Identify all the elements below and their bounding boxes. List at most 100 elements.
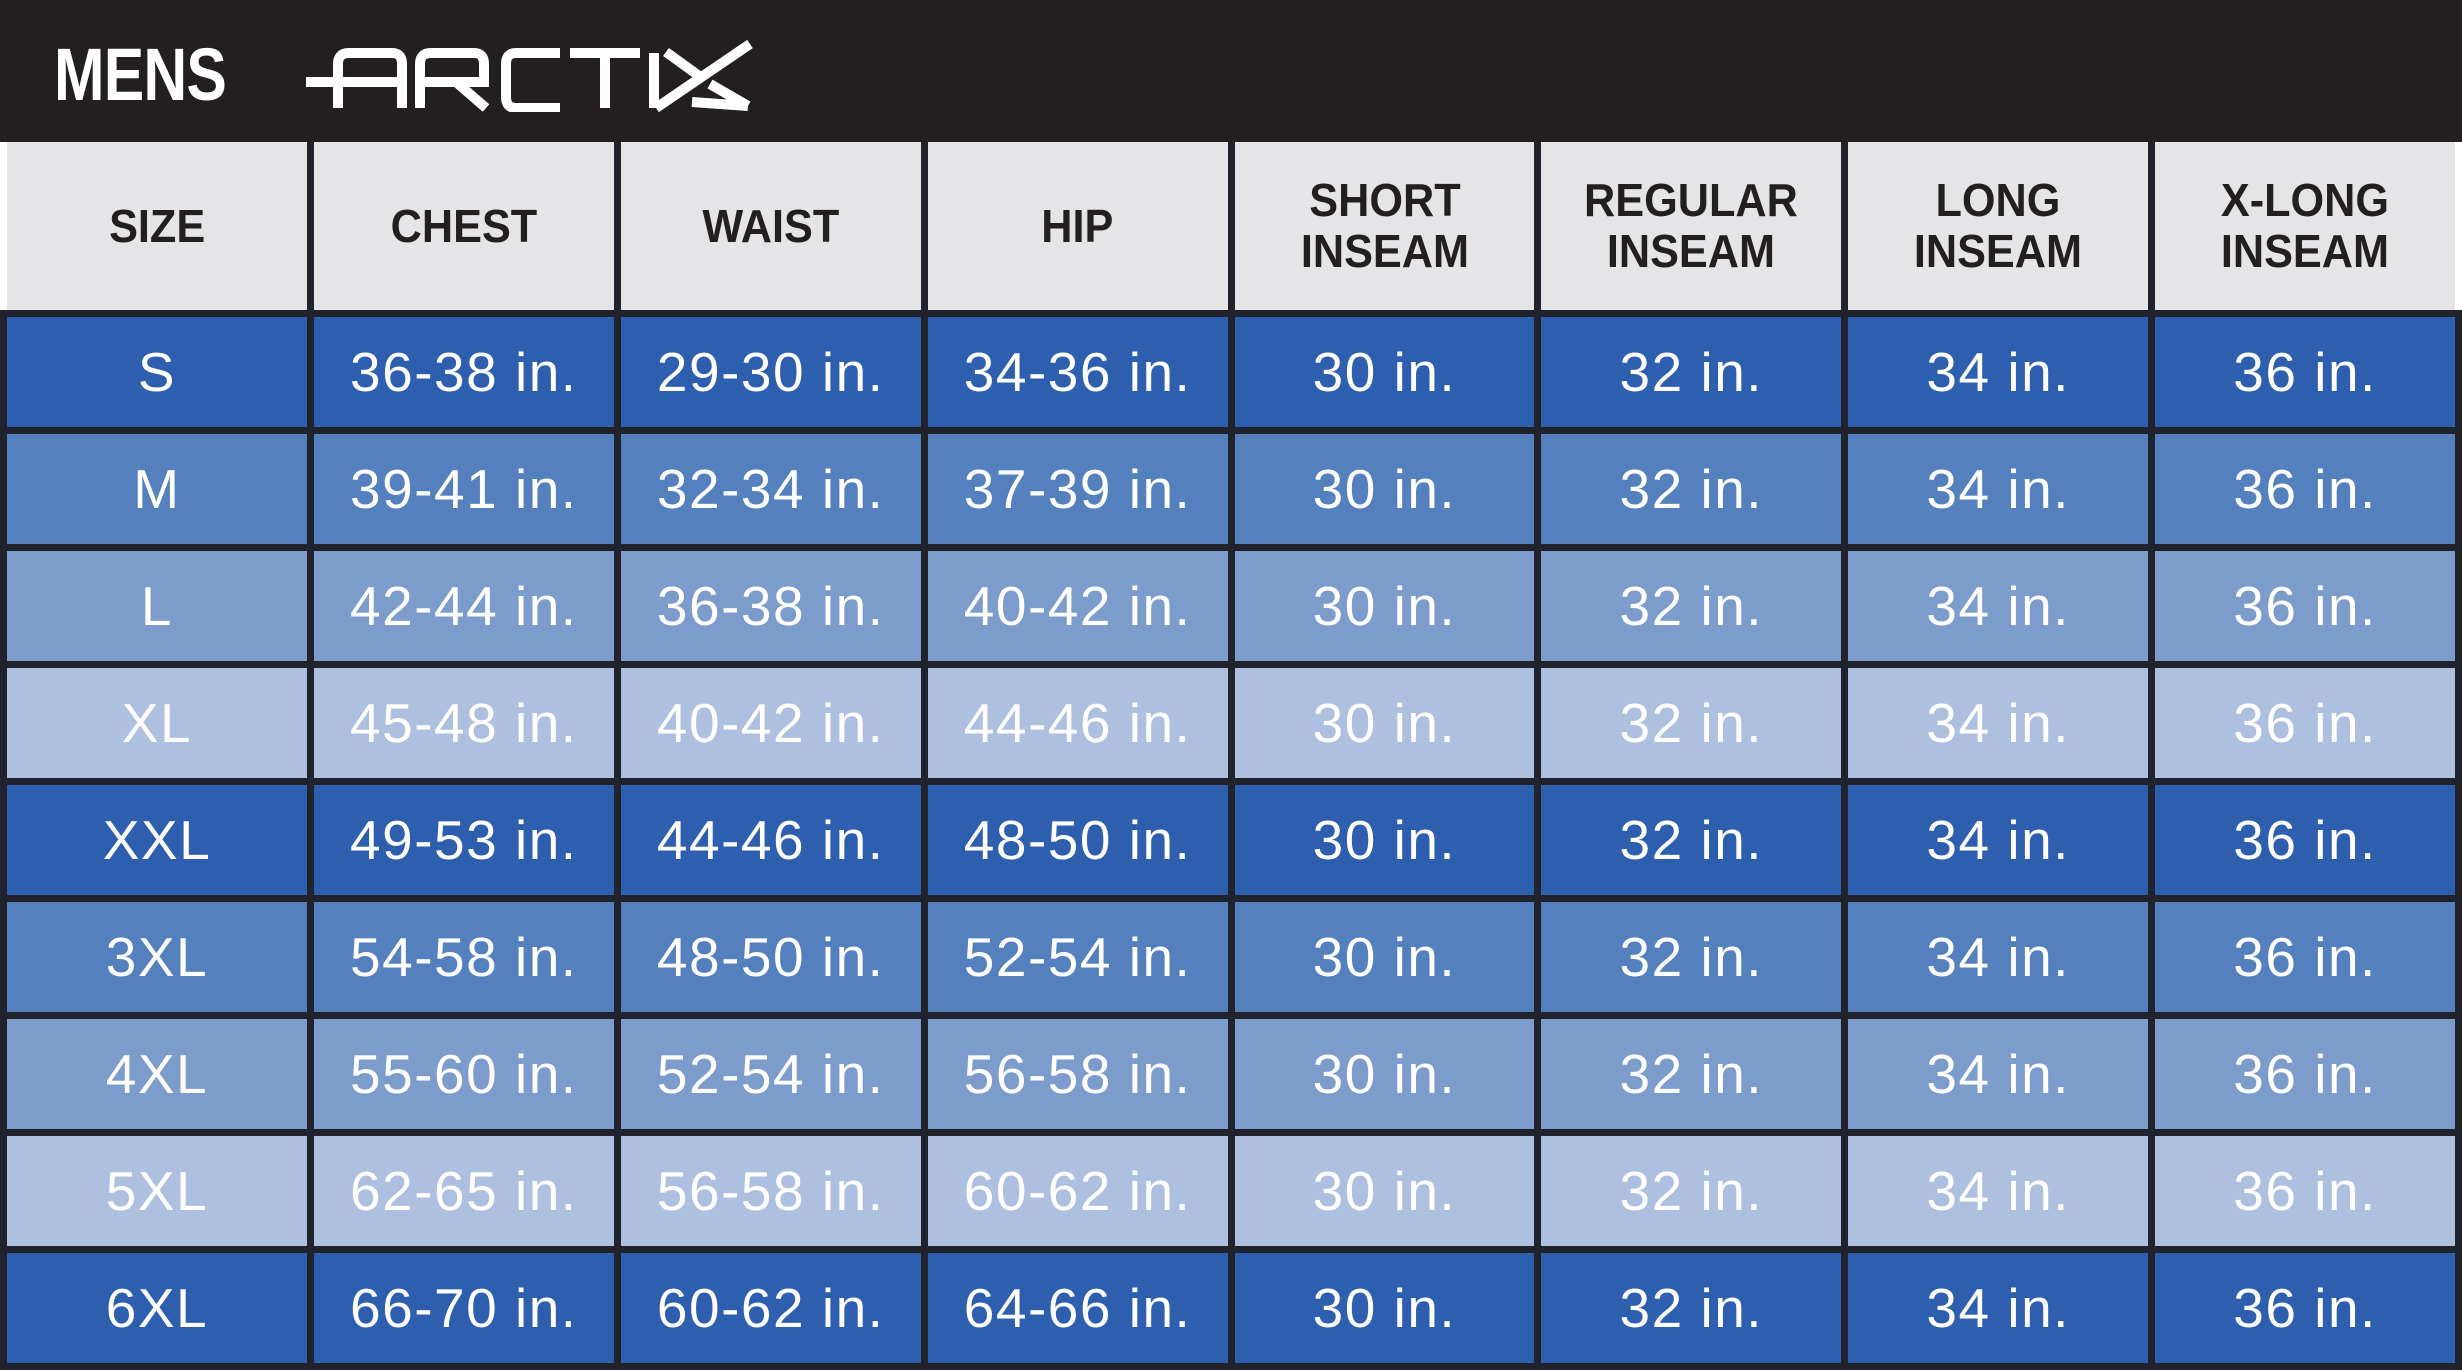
column-header-long_inseam: LONG INSEAM: [1841, 142, 2156, 317]
short-inseam-cell: 30 in.: [1227, 778, 1542, 902]
column-header-hip: HIP: [920, 142, 1235, 317]
table-row-5xl: 5XL 62-65 in. 56-58 in. 60-62 in. 30 in. 32 i…: [0, 1129, 2462, 1253]
column-header-label: WAIST: [702, 199, 840, 252]
long-inseam-cell: 34 in.: [1841, 427, 2156, 551]
xlong-inseam-cell: 36 in.: [2148, 778, 2462, 902]
chest-cell: 36-38 in.: [306, 310, 621, 434]
xlong-inseam-cell: 36 in.: [2148, 1246, 2462, 1370]
waist-cell: 44-46 in.: [613, 778, 928, 902]
short-inseam-cell: 30 in.: [1227, 310, 1542, 434]
short-inseam-cell: 30 in.: [1227, 661, 1542, 785]
short-inseam-cell: 30 in.: [1227, 1246, 1542, 1370]
column-header-short_inseam: SHORT INSEAM: [1227, 142, 1542, 317]
waist-cell: 36-38 in.: [613, 544, 928, 668]
xlong-inseam-cell: 36 in.: [2148, 427, 2462, 551]
chest-cell: 62-65 in.: [306, 1129, 621, 1253]
column-header-size: SIZE: [0, 142, 314, 317]
size-cell: 3XL: [0, 895, 314, 1019]
column-header-label: CHEST: [390, 199, 538, 252]
xlong-inseam-cell: 36 in.: [2148, 895, 2462, 1019]
long-inseam-cell: 34 in.: [1841, 1012, 2156, 1136]
long-inseam-cell: 34 in.: [1841, 661, 2156, 785]
size-cell: 4XL: [0, 1012, 314, 1136]
waist-cell: 52-54 in.: [613, 1012, 928, 1136]
brand-bar: MENS: [0, 0, 2462, 142]
column-header-label: LONG INSEAM: [1914, 174, 2083, 277]
regular-inseam-cell: 32 in.: [1534, 1012, 1849, 1136]
long-inseam-cell: 34 in.: [1841, 310, 2156, 434]
hip-cell: 34-36 in.: [920, 310, 1235, 434]
xlong-inseam-cell: 36 in.: [2148, 544, 2462, 668]
column-header-label: SIZE: [108, 199, 205, 252]
short-inseam-cell: 30 in.: [1227, 1012, 1542, 1136]
short-inseam-cell: 30 in.: [1227, 544, 1542, 668]
waist-cell: 60-62 in.: [613, 1246, 928, 1370]
long-inseam-cell: 34 in.: [1841, 778, 2156, 902]
regular-inseam-cell: 32 in.: [1534, 1129, 1849, 1253]
regular-inseam-cell: 32 in.: [1534, 427, 1849, 551]
chest-cell: 39-41 in.: [306, 427, 621, 551]
arctix-logo-icon: [305, 40, 753, 112]
table-row-4xl: 4XL 55-60 in. 52-54 in. 56-58 in. 30 in. 32 i…: [0, 1012, 2462, 1136]
chest-cell: 45-48 in.: [306, 661, 621, 785]
size-cell: L: [0, 544, 314, 668]
size-cell: M: [0, 427, 314, 551]
waist-cell: 48-50 in.: [613, 895, 928, 1019]
table-row-xxl: XXL 49-53 in. 44-46 in. 48-50 in. 30 in. 32 i…: [0, 778, 2462, 902]
hip-cell: 48-50 in.: [920, 778, 1235, 902]
chest-cell: 54-58 in.: [306, 895, 621, 1019]
chest-cell: 55-60 in.: [306, 1012, 621, 1136]
waist-cell: 56-58 in.: [613, 1129, 928, 1253]
size-cell: S: [0, 310, 314, 434]
regular-inseam-cell: 32 in.: [1534, 895, 1849, 1019]
regular-inseam-cell: 32 in.: [1534, 544, 1849, 668]
regular-inseam-cell: 32 in.: [1534, 310, 1849, 434]
hip-cell: 40-42 in.: [920, 544, 1235, 668]
regular-inseam-cell: 32 in.: [1534, 1246, 1849, 1370]
size-cell: XL: [0, 661, 314, 785]
long-inseam-cell: 34 in.: [1841, 544, 2156, 668]
long-inseam-cell: 34 in.: [1841, 1246, 2156, 1370]
header-row: SIZE CHEST WAIST HIP SHORT INSEAM REGULAR INS…: [0, 142, 2462, 317]
hip-cell: 37-39 in.: [920, 427, 1235, 551]
short-inseam-cell: 30 in.: [1227, 895, 1542, 1019]
chest-cell: 66-70 in.: [306, 1246, 621, 1370]
regular-inseam-cell: 32 in.: [1534, 778, 1849, 902]
waist-cell: 29-30 in.: [613, 310, 928, 434]
chest-cell: 42-44 in.: [306, 544, 621, 668]
column-header-chest: CHEST: [306, 142, 621, 317]
xlong-inseam-cell: 36 in.: [2148, 661, 2462, 785]
xlong-inseam-cell: 36 in.: [2148, 1129, 2462, 1253]
column-header-label: HIP: [1041, 199, 1114, 252]
short-inseam-cell: 30 in.: [1227, 427, 1542, 551]
long-inseam-cell: 34 in.: [1841, 895, 2156, 1019]
waist-cell: 32-34 in.: [613, 427, 928, 551]
table-row-m: M 39-41 in. 32-34 in. 37-39 in. 30 in. 32 in.…: [0, 427, 2462, 551]
xlong-inseam-cell: 36 in.: [2148, 1012, 2462, 1136]
table-row-l: L 42-44 in. 36-38 in. 40-42 in. 30 in. 32 in.…: [0, 544, 2462, 668]
size-cell: 5XL: [0, 1129, 314, 1253]
table-row-3xl: 3XL 54-58 in. 48-50 in. 52-54 in. 30 in. 32 i…: [0, 895, 2462, 1019]
column-header-waist: WAIST: [613, 142, 928, 317]
column-header-regular_inseam: REGULAR INSEAM: [1534, 142, 1849, 317]
short-inseam-cell: 30 in.: [1227, 1129, 1542, 1253]
waist-cell: 40-42 in.: [613, 661, 928, 785]
column-header-label: SHORT INSEAM: [1300, 174, 1469, 277]
column-header-xlong_inseam: X-LONG INSEAM: [2148, 142, 2462, 317]
column-header-label: REGULAR INSEAM: [1584, 174, 1799, 277]
size-chart-table: SIZE CHEST WAIST HIP SHORT INSEAM REGULAR INS…: [0, 142, 2462, 1370]
hip-cell: 64-66 in.: [920, 1246, 1235, 1370]
hip-cell: 44-46 in.: [920, 661, 1235, 785]
table-row-xl: XL 45-48 in. 40-42 in. 44-46 in. 30 in. 32 in…: [0, 661, 2462, 785]
hip-cell: 52-54 in.: [920, 895, 1235, 1019]
size-cell: 6XL: [0, 1246, 314, 1370]
size-cell: XXL: [0, 778, 314, 902]
table-row-s: S 36-38 in. 29-30 in. 34-36 in. 30 in. 32 in.…: [0, 310, 2462, 434]
xlong-inseam-cell: 36 in.: [2148, 310, 2462, 434]
category-label: MENS: [54, 32, 227, 116]
hip-cell: 56-58 in.: [920, 1012, 1235, 1136]
long-inseam-cell: 34 in.: [1841, 1129, 2156, 1253]
regular-inseam-cell: 32 in.: [1534, 661, 1849, 785]
hip-cell: 60-62 in.: [920, 1129, 1235, 1253]
